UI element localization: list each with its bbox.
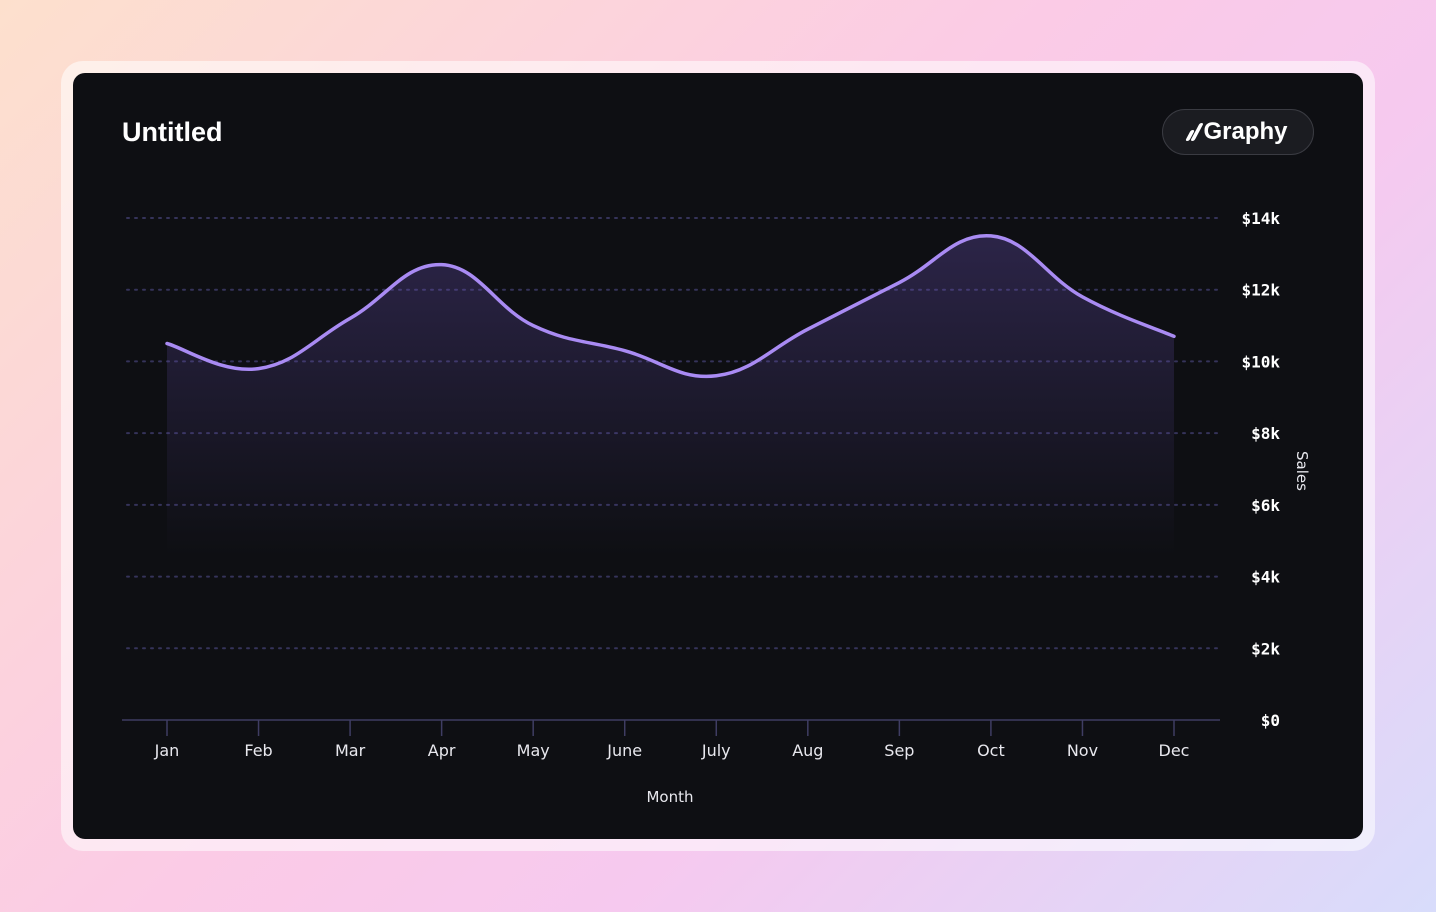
graphy-logo-label: Graphy	[1203, 118, 1288, 145]
x-tick-label: Mar	[335, 741, 366, 760]
data-point[interactable]	[161, 338, 173, 350]
x-tick-label: Jan	[154, 741, 180, 760]
data-point[interactable]	[710, 370, 722, 382]
series-area-fill	[167, 235, 1174, 556]
x-axis-title: Month	[646, 788, 693, 806]
data-point[interactable]	[1168, 330, 1180, 342]
x-tick-label: Dec	[1159, 741, 1190, 760]
y-tick-label: $2k	[1251, 639, 1280, 658]
y-tick-label: $8k	[1251, 424, 1280, 443]
y-tick-label: $12k	[1241, 281, 1280, 300]
y-axis-title: Sales	[1293, 451, 1311, 491]
data-point[interactable]	[436, 259, 448, 271]
y-tick-label: $14k	[1241, 209, 1280, 228]
y-tick-label: $6k	[1251, 496, 1280, 515]
x-tick-label: Nov	[1067, 741, 1098, 760]
data-point[interactable]	[527, 320, 539, 332]
x-tick-label: Apr	[428, 741, 456, 760]
data-point[interactable]	[985, 230, 997, 242]
y-tick-label: $0	[1261, 711, 1280, 730]
data-point[interactable]	[344, 312, 356, 324]
y-axis: $0 $2k $4k $6k $8k $10k $12k $14k	[161, 209, 1280, 730]
y-tick-label: $10k	[1241, 352, 1280, 371]
x-tick-label: Oct	[977, 741, 1005, 760]
chart-title: Untitled	[122, 117, 223, 147]
x-tick-label: July	[701, 741, 731, 760]
x-tick-label: Feb	[244, 741, 272, 760]
data-point[interactable]	[893, 277, 905, 289]
x-tick-label: Aug	[792, 741, 823, 760]
data-point[interactable]	[619, 345, 631, 357]
graphy-logo-badge[interactable]: Graphy	[1162, 109, 1314, 155]
series-line	[165, 234, 1176, 379]
data-point[interactable]	[802, 323, 814, 335]
data-point[interactable]	[253, 363, 265, 375]
x-tick-label: June	[606, 741, 642, 760]
x-tick-label: May	[517, 741, 550, 760]
y-tick-label: $4k	[1251, 568, 1280, 587]
x-axis: Jan Feb Mar Apr May June July Aug Sep Oct Nov Dec	[122, 719, 1220, 760]
x-tick-label: Sep	[884, 741, 914, 760]
data-point[interactable]	[1076, 291, 1088, 303]
